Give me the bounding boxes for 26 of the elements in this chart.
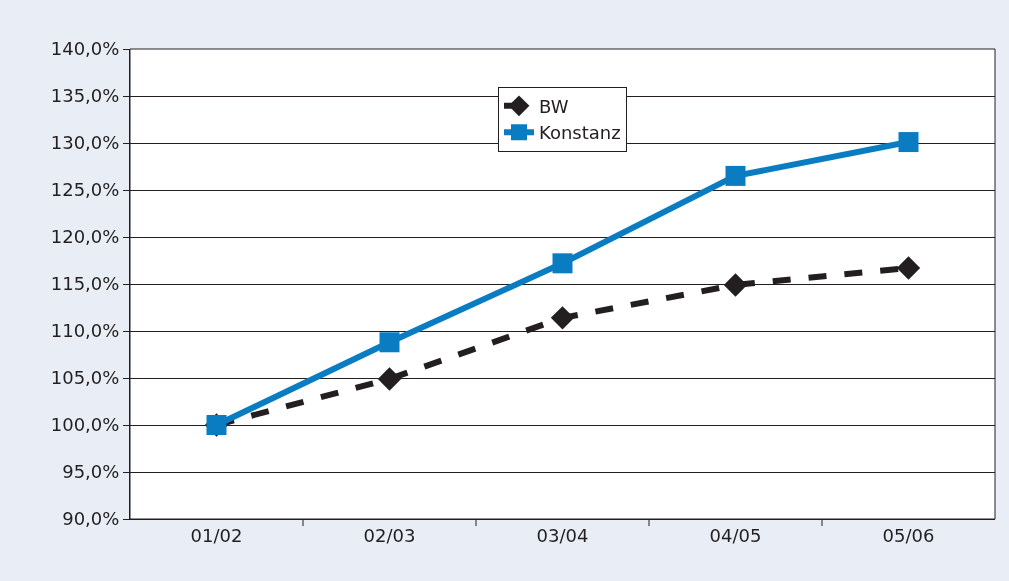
point: [377, 367, 402, 391]
y-tick-label: 130,0%: [50, 132, 120, 154]
y-tick-label: 105,0%: [50, 367, 120, 389]
x-tick-label: 05/06: [882, 524, 935, 546]
x-tick-label: 04/05: [709, 524, 762, 546]
y-tick-label: 140,0%: [50, 38, 120, 60]
y-tick-label: 135,0%: [50, 85, 120, 107]
legend-label: BW: [539, 95, 569, 117]
point: [379, 332, 400, 353]
x-tick-label: 02/03: [363, 524, 416, 546]
point: [723, 273, 748, 297]
point: [550, 306, 575, 330]
x-tick-label: 03/04: [536, 524, 589, 546]
y-tick-label: 120,0%: [50, 226, 120, 248]
y-tick-label: 125,0%: [50, 179, 120, 201]
point: [898, 132, 919, 153]
y-tick-label: 90,0%: [62, 508, 120, 530]
point: [896, 256, 921, 280]
y-tick-label: 95,0%: [62, 461, 120, 483]
y-tick-label: 110,0%: [50, 320, 120, 342]
point: [552, 253, 573, 274]
x-tick-label: 01/02: [190, 524, 243, 546]
legend-label: Konstanz: [539, 122, 621, 144]
y-tick-label: 100,0%: [50, 414, 120, 436]
y-tick-label: 115,0%: [50, 273, 120, 295]
point: [725, 165, 746, 186]
